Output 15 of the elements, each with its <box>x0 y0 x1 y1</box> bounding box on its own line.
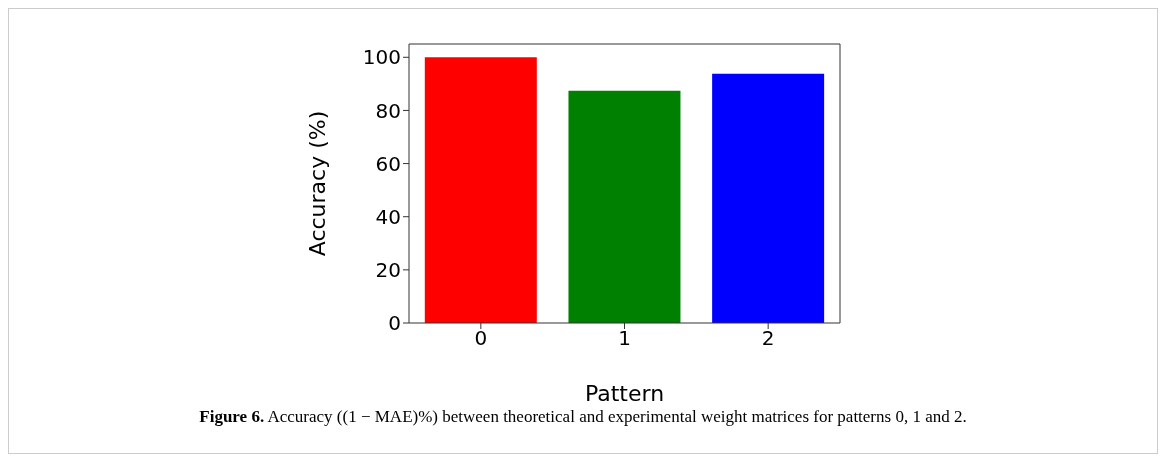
y-axis-title: Accuracy (%) <box>304 110 330 257</box>
y-tick-label: 40 <box>375 204 401 229</box>
x-tick-label: 1 <box>618 326 631 351</box>
x-tick-label: 2 <box>761 326 775 351</box>
y-tick-label: 20 <box>375 257 401 282</box>
y-tick-label: 100 <box>362 45 401 70</box>
x-axis-title: Pattern <box>584 381 665 406</box>
text: Accuracy ((1 − MAE)%) between theoretical and experimental weight matrices for patterns 0, 1 and 2. <box>266 407 967 426</box>
y-tick-label: 80 <box>375 98 401 123</box>
bar <box>568 90 681 323</box>
y-tick-label: 60 <box>375 151 401 176</box>
bar <box>712 73 825 323</box>
bar <box>424 57 537 323</box>
caption: Figure 6. <box>199 407 265 426</box>
x-tick-label: 0 <box>474 326 488 351</box>
